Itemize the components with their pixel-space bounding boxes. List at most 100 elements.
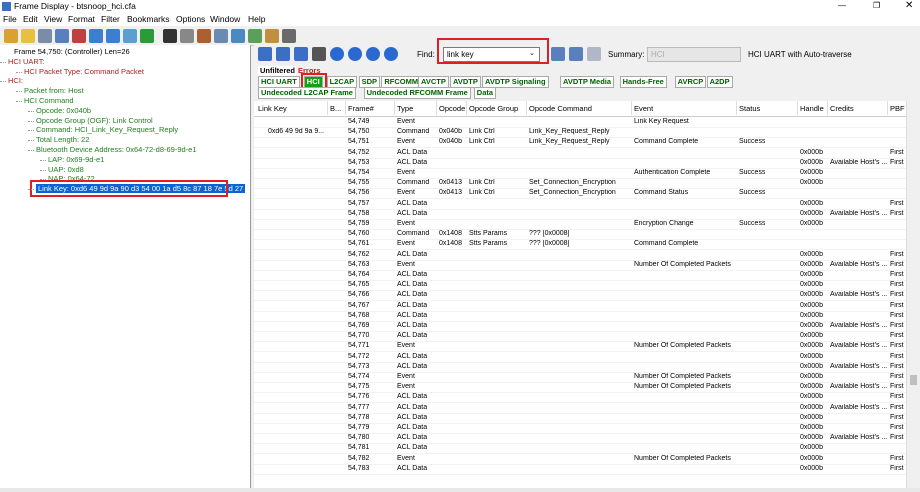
table-cell[interactable]: ??? [0x0008]	[529, 240, 570, 248]
protocol-tab[interactable]: AVRCP	[674, 76, 707, 88]
table-cell[interactable]: ACL Data	[397, 281, 428, 289]
table-cell[interactable]: 0x000b	[800, 209, 823, 217]
table-cell[interactable]: Available Host's ...	[830, 209, 888, 217]
table-cell[interactable]: 54,780	[348, 434, 370, 442]
table-cell[interactable]: Link Ctrl	[469, 179, 495, 187]
table-cell[interactable]: ACL Data	[397, 362, 428, 370]
find-prev-button[interactable]	[569, 47, 583, 61]
table-cell[interactable]: 54,763	[348, 260, 370, 268]
table-cell[interactable]: 0x000b	[800, 301, 823, 309]
table-cell[interactable]: Available Host's ...	[830, 403, 888, 411]
table-cell[interactable]: Command Complete	[634, 138, 699, 146]
toolbar-button[interactable]	[89, 29, 103, 43]
table-cell[interactable]: First	[890, 403, 904, 411]
table-cell[interactable]: First	[890, 424, 904, 431]
table-cell[interactable]: ACL Data	[397, 148, 428, 156]
toolbar-button[interactable]	[265, 29, 279, 43]
table-cell[interactable]: 54,755	[348, 179, 370, 187]
table-cell[interactable]: Command	[397, 128, 430, 136]
table-cell[interactable]: 54,752	[348, 148, 370, 156]
maximize-button[interactable]: ❐	[873, 1, 881, 10]
tree-node[interactable]: NAP: 0x64-72	[48, 174, 95, 184]
table-cell[interactable]: Encryption Change	[634, 220, 694, 227]
toolbar-button[interactable]	[106, 29, 120, 43]
toolbar-button[interactable]	[72, 29, 86, 43]
protocol-tab[interactable]: Data	[473, 87, 497, 99]
table-cell[interactable]: 0x000b	[800, 199, 823, 207]
menu-item[interactable]: Format	[68, 14, 95, 24]
find-combo[interactable]: link key ⌄	[443, 47, 540, 62]
menu-item[interactable]: Bookmarks	[127, 14, 170, 24]
table-cell[interactable]: Success	[739, 220, 766, 227]
table-cell[interactable]: Available Host's ...	[830, 434, 888, 442]
toolbar-button[interactable]	[38, 29, 52, 43]
view-button[interactable]	[330, 47, 344, 61]
table-cell[interactable]: 0x1408	[439, 240, 462, 248]
table-cell[interactable]: Command	[397, 179, 430, 187]
table-cell[interactable]: 0x000b	[800, 403, 823, 411]
table-cell[interactable]: ACL Data	[397, 424, 428, 431]
tree-node[interactable]: Total Length: 22	[36, 135, 90, 145]
toolbar-button[interactable]	[55, 29, 69, 43]
table-cell[interactable]: Link_Key_Request_Reply	[529, 128, 610, 136]
table-cell[interactable]: First	[890, 393, 904, 401]
table-cell[interactable]: Available Host's ...	[830, 342, 888, 350]
table-cell[interactable]: 0x1408	[439, 230, 462, 238]
table-cell[interactable]: Event	[397, 342, 415, 350]
protocol-tab[interactable]: Undecoded RFCOMM Frame	[363, 87, 471, 99]
table-cell[interactable]: Event	[397, 118, 415, 125]
table-cell[interactable]: ACL Data	[397, 403, 428, 411]
table-cell[interactable]: Available Host's ...	[830, 383, 888, 391]
tree-node[interactable]: Opcode: 0x040b	[36, 105, 92, 115]
table-cell[interactable]: 0x000b	[800, 250, 823, 258]
table-cell[interactable]: First	[890, 301, 904, 309]
table-cell[interactable]: 54,772	[348, 352, 370, 360]
tree-node[interactable]: HCI Command	[24, 96, 74, 105]
table-cell[interactable]: 54,768	[348, 311, 370, 319]
table-cell[interactable]: Number Of Completed Packets	[634, 260, 731, 268]
tree-node[interactable]: Packet from: Host	[24, 86, 84, 96]
tree-node[interactable]: Frame 54,750: (Controller) Len=26	[14, 47, 130, 56]
protocol-tab[interactable]: AVDTP Signaling	[482, 76, 549, 88]
protocol-tab[interactable]: A2DP	[706, 76, 733, 88]
toolbar-button[interactable]	[282, 29, 296, 43]
table-cell[interactable]: Command Status	[634, 189, 689, 197]
table-cell[interactable]: First	[890, 434, 904, 442]
filter-tab[interactable]: Unfiltered	[258, 66, 298, 76]
table-cell[interactable]: First	[890, 373, 904, 380]
protocol-tab[interactable]: Hands-Free	[619, 76, 667, 88]
table-cell[interactable]: Available Host's ...	[830, 260, 888, 268]
table-cell[interactable]: 54,754	[348, 169, 370, 176]
table-cell[interactable]: 54,779	[348, 424, 370, 431]
table-cell[interactable]: ACL Data	[397, 209, 428, 217]
table-cell[interactable]: First	[890, 454, 904, 462]
table-cell[interactable]: First	[890, 362, 904, 370]
table-cell[interactable]: 0x000b	[800, 332, 823, 340]
column-header[interactable]: Status	[739, 104, 761, 113]
table-cell[interactable]: Link_Key_Request_Reply	[529, 138, 610, 146]
table-cell[interactable]: Number Of Completed Packets	[634, 342, 731, 350]
toolbar-button[interactable]	[123, 29, 137, 43]
table-cell[interactable]: 54,762	[348, 250, 370, 258]
table-cell[interactable]: 0x000b	[800, 260, 823, 268]
table-cell[interactable]: 0x000b	[800, 148, 823, 156]
table-cell[interactable]: 54,766	[348, 291, 370, 299]
table-cell[interactable]: First	[890, 260, 904, 268]
view-button[interactable]	[294, 47, 308, 61]
tree-node[interactable]: Bluetooth Device Address: 0x64-72-d8-69-…	[36, 145, 197, 154]
table-cell[interactable]: 54,751	[348, 138, 370, 146]
table-cell[interactable]: Stts Params	[469, 240, 508, 248]
table-cell[interactable]: First	[890, 281, 904, 289]
minimize-button[interactable]: —	[838, 1, 846, 10]
table-cell[interactable]: 0x0413	[439, 189, 462, 197]
column-header[interactable]: Frame#	[348, 104, 374, 113]
table-cell[interactable]: First	[890, 383, 904, 391]
view-button[interactable]	[384, 47, 398, 61]
protocol-tab[interactable]: SDP	[358, 76, 381, 88]
tree-node[interactable]: Opcode Group (OGF): Link Control	[36, 115, 153, 125]
table-cell[interactable]: 0x000b	[800, 291, 823, 299]
table-cell[interactable]: Event	[397, 240, 415, 248]
dropdown-arrow[interactable]: ⌄	[529, 50, 535, 57]
column-header[interactable]: Handle	[800, 104, 824, 113]
tree-node[interactable]: HCI:	[8, 76, 23, 86]
